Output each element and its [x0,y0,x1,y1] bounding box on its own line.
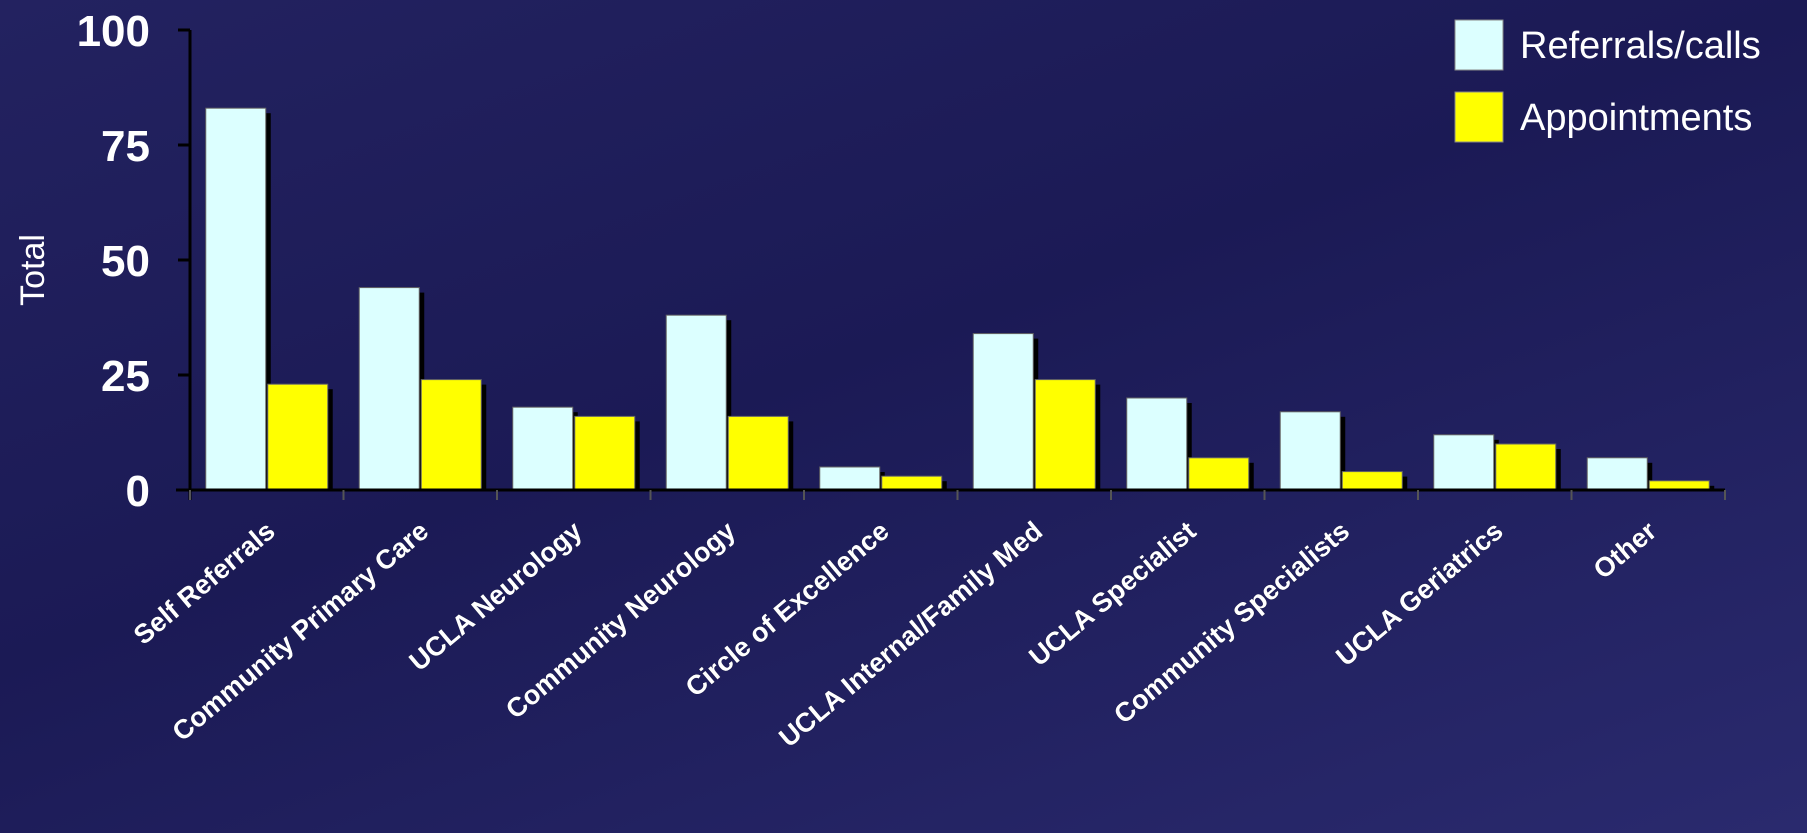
y-axis-title: Total [14,234,52,306]
bars-group [205,107,1715,491]
bar-referrals-calls [1433,434,1495,491]
x-category-label: UCLA Internal/Family Med [773,516,1048,753]
y-tick-label: 100 [77,7,150,56]
legend-swatch [1454,19,1504,71]
bar-referrals-calls [819,466,881,491]
legend: Referrals/calls Appointments [1454,19,1761,143]
bar-appointments [574,415,636,491]
axes-group [176,30,1725,500]
bar-referrals-calls [665,314,727,491]
x-category-label: Community Primary Care [167,516,435,747]
y-ticks-group: 0 25 50 75 100 [77,7,190,516]
bar-appointments [1341,471,1403,491]
bar-referrals-calls [205,107,267,491]
bar-appointments [1188,457,1250,491]
bar-referrals-calls [358,287,420,491]
bar-appointments [1495,443,1557,491]
legend-label: Referrals/calls [1520,25,1761,67]
bar-referrals-calls [1126,397,1188,491]
x-category-label: Other [1588,515,1663,585]
bar-referrals-calls [512,406,574,491]
legend-label: Appointments [1520,97,1752,139]
bar-appointments [1034,379,1096,491]
y-tick-label: 50 [101,237,150,286]
x-category-label: Self Referrals [128,516,281,651]
y-tick-label: 25 [101,352,150,401]
bar-appointments [727,415,789,491]
bar-appointments [267,383,329,491]
x-category-label: UCLA Geriatrics [1330,516,1508,672]
bar-appointments [881,475,943,491]
y-tick-label: 75 [101,122,150,171]
x-category-label: UCLA Specialist [1023,516,1201,672]
bar-appointments [420,379,482,491]
bar-referrals-calls [972,333,1034,491]
bar-referrals-calls [1586,457,1648,491]
y-tick-label: 0 [126,467,150,516]
bar-referrals-calls [1279,411,1341,491]
legend-swatch [1454,91,1504,143]
